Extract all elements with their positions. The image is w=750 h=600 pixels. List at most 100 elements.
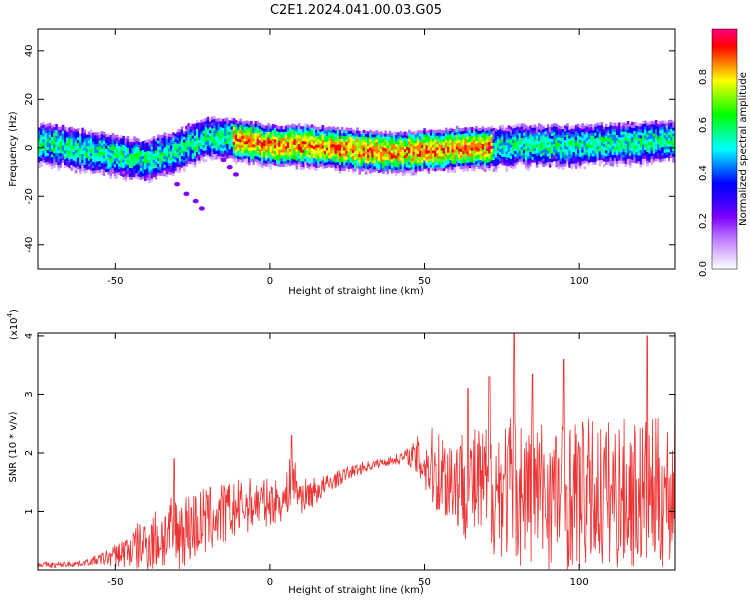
heatmap-cell — [548, 141, 552, 145]
heatmap-cell — [321, 148, 325, 152]
heatmap-cell — [473, 139, 476, 143]
heatmap-cell — [414, 166, 418, 170]
heatmap-cell — [209, 141, 212, 145]
heatmap-cell — [308, 143, 312, 147]
heatmap-cell — [107, 142, 110, 146]
heatmap-cell — [663, 126, 667, 130]
heatmap-cell — [559, 149, 563, 153]
heatmap-cell — [191, 129, 195, 133]
heatmap-cell — [533, 147, 537, 151]
heatmap-cell — [237, 155, 240, 160]
heatmap-cell — [362, 144, 366, 148]
heatmap-cell — [46, 141, 50, 145]
heatmap-cell — [87, 160, 91, 164]
heatmap-cell — [40, 131, 43, 135]
heatmap-cell — [215, 133, 219, 137]
heatmap-cell — [139, 165, 143, 169]
heatmap-cell — [479, 133, 483, 137]
heatmap-cell — [241, 121, 245, 125]
heatmap-cell — [137, 150, 141, 154]
heatmap-cell — [341, 156, 344, 160]
heatmap-cell — [308, 125, 312, 130]
heatmap-cell — [338, 155, 342, 160]
heatmap-cell — [323, 165, 327, 169]
heatmap-cell — [613, 122, 617, 126]
heatmap-cell — [609, 125, 612, 129]
heatmap-cell — [61, 139, 65, 143]
heatmap-cell — [533, 127, 537, 131]
heatmap-cell — [48, 157, 52, 161]
heatmap-cell — [538, 152, 541, 156]
heatmap-cell — [516, 129, 519, 133]
heatmap-cell — [423, 163, 426, 167]
heatmap-cell — [40, 160, 43, 164]
heatmap-cell — [512, 125, 515, 129]
heatmap-cell — [293, 124, 296, 128]
heatmap-cell — [667, 152, 671, 156]
heatmap-cell — [401, 138, 405, 142]
heatmap-cell — [139, 153, 143, 157]
heatmap-cell — [401, 140, 405, 145]
heatmap-cell — [180, 126, 184, 130]
heatmap-cell — [416, 142, 420, 146]
heatmap-cell — [191, 141, 195, 145]
heatmap-cell — [479, 136, 483, 140]
heatmap-cell — [64, 129, 67, 134]
heatmap-cell — [503, 165, 506, 169]
heatmap-cell — [113, 164, 117, 168]
heatmap-cell — [100, 165, 104, 169]
heatmap-cell — [202, 156, 206, 160]
heatmap-cell — [555, 164, 558, 168]
heatmap-cell — [436, 167, 439, 171]
heatmap-cell — [299, 137, 303, 141]
heatmap-cell — [330, 159, 333, 163]
heatmap-cell — [163, 170, 167, 174]
heatmap-cell — [152, 162, 156, 166]
heatmap-cell — [109, 137, 112, 142]
heatmap-cell — [235, 123, 238, 127]
heatmap-cell — [613, 137, 617, 141]
heatmap-cell — [193, 146, 197, 151]
heatmap-cell — [224, 138, 227, 142]
heatmap-cell — [592, 162, 595, 166]
heatmap-cell — [414, 151, 418, 155]
heatmap-cell — [204, 158, 208, 163]
heatmap-cell — [516, 123, 519, 127]
heatmap-cell — [332, 155, 335, 159]
heatmap-cell — [440, 159, 444, 163]
heatmap-cell — [470, 132, 474, 136]
heatmap-cell — [159, 152, 162, 156]
heatmap-cell — [102, 172, 106, 176]
heatmap-cell — [633, 145, 636, 149]
heatmap-cell — [427, 153, 431, 157]
heatmap-cell — [581, 149, 584, 153]
heatmap-cell — [180, 132, 184, 136]
heatmap-cell — [241, 135, 245, 139]
heatmap-cell — [672, 121, 675, 125]
heatmap-cell — [237, 158, 240, 163]
heatmap-cell — [637, 143, 641, 147]
heatmap-cell — [358, 142, 361, 146]
heatmap-cell — [375, 150, 379, 154]
heatmap-cell — [139, 156, 143, 160]
heatmap-cell — [163, 173, 167, 177]
heatmap-cell — [548, 149, 552, 153]
heatmap-cell — [196, 122, 199, 126]
heatmap-cell — [373, 139, 377, 144]
heatmap-cell — [425, 139, 429, 143]
heatmap-cell — [464, 130, 467, 134]
heatmap-cell — [663, 152, 667, 156]
heatmap-cell — [215, 147, 219, 151]
heatmap-cell — [486, 147, 489, 151]
heatmap-cell — [252, 155, 255, 159]
heatmap-cell — [369, 150, 372, 154]
heatmap-cell — [83, 150, 87, 154]
heatmap-cell — [354, 136, 357, 140]
heatmap-cell — [596, 148, 600, 153]
heatmap-cell — [579, 124, 582, 128]
heatmap-cell — [397, 158, 400, 162]
heatmap-cell — [317, 132, 320, 136]
heatmap-cell — [507, 131, 511, 135]
heatmap-cell — [150, 160, 154, 164]
heatmap-cell — [470, 156, 474, 160]
